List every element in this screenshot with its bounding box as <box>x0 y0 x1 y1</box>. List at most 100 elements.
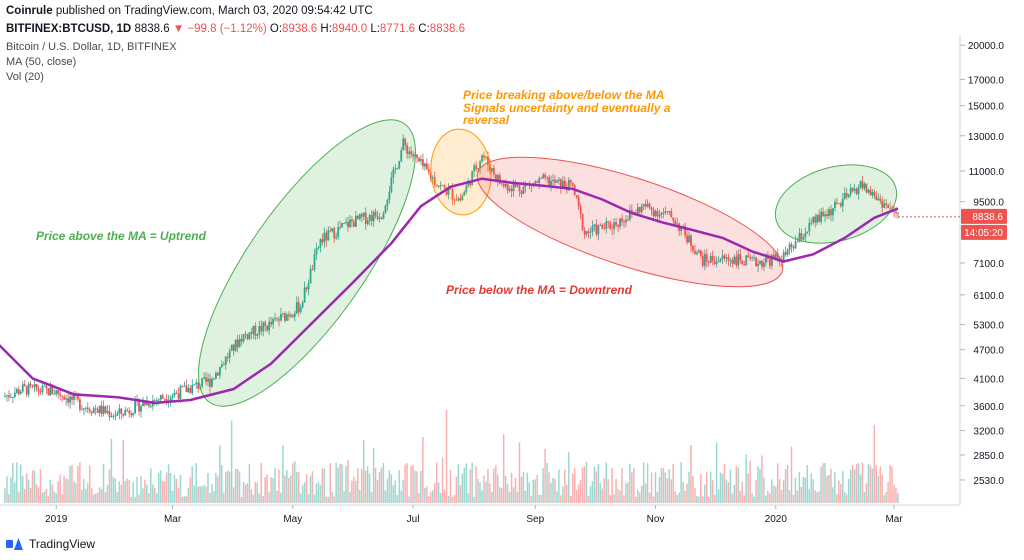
volume-bar <box>98 487 101 503</box>
volume-bar <box>796 490 799 503</box>
tradingview-logo[interactable]: TradingView <box>6 537 95 551</box>
candle-body <box>431 177 434 179</box>
candle-body <box>853 188 856 191</box>
volume-bar <box>323 468 326 503</box>
volume-bar <box>292 463 294 503</box>
candle-body <box>658 214 661 217</box>
candle-body <box>830 209 832 216</box>
volume-bar <box>29 487 32 503</box>
candle-body <box>307 283 310 290</box>
legend-ma[interactable]: MA (50, close) <box>6 56 77 68</box>
volume-bar <box>794 477 797 503</box>
candle-body <box>226 356 229 358</box>
volume-bar <box>548 472 550 503</box>
candle-body <box>366 220 369 225</box>
candle-body <box>362 212 365 217</box>
candle-body <box>155 400 158 401</box>
volume-bar <box>747 473 749 503</box>
candle-body <box>841 198 844 207</box>
candle-body <box>739 254 742 261</box>
volume-bar <box>374 467 377 503</box>
legend-vol[interactable]: Vol (20) <box>6 71 44 83</box>
close-label: C: <box>418 23 430 35</box>
candle-body <box>599 224 602 226</box>
candle-body <box>516 185 519 187</box>
volume-bar <box>329 463 331 503</box>
volume-bar <box>514 477 517 503</box>
legend-symbol[interactable]: Bitcoin / U.S. Dollar, 1D, BITFINEX <box>6 41 177 53</box>
candle-body <box>394 168 397 170</box>
candle-body <box>550 181 552 186</box>
candle-body <box>768 258 771 266</box>
volume-bar <box>784 469 787 503</box>
publisher-name[interactable]: Coinrule <box>6 5 53 17</box>
candle-body <box>278 319 280 321</box>
volume-bar <box>633 467 635 503</box>
volume-bar <box>757 466 759 503</box>
candle-body <box>305 287 308 290</box>
volume-bar <box>566 484 568 503</box>
volume-bar <box>498 487 501 503</box>
volume-bar <box>155 493 158 503</box>
candle-body <box>406 145 409 154</box>
candle-body <box>774 253 777 258</box>
publish-line: Coinrule published on TradingView.com, M… <box>6 2 706 20</box>
candle-body <box>538 178 541 183</box>
volume-bar <box>694 488 696 503</box>
volume-bar <box>339 463 341 503</box>
volume-bar <box>256 482 259 503</box>
candle-body <box>333 228 336 239</box>
candle-body <box>43 385 46 387</box>
candle-body <box>144 401 146 406</box>
volume-bar <box>512 487 515 503</box>
volume-bars <box>4 409 899 503</box>
volume-bar <box>788 490 791 503</box>
candle-body <box>828 209 830 217</box>
volume-bar <box>441 457 444 503</box>
volume-bar <box>266 474 268 503</box>
volume-bar <box>806 465 809 503</box>
volume-bar <box>268 492 270 503</box>
volume-bar <box>353 476 355 503</box>
candle-body <box>122 413 125 416</box>
volume-bar <box>635 496 637 503</box>
candle-body <box>776 253 779 258</box>
candle-body <box>597 225 600 235</box>
candle-body <box>351 219 353 222</box>
candle-body <box>254 325 257 336</box>
volume-bar <box>457 464 460 503</box>
candle-body <box>694 250 696 255</box>
volume-bar <box>416 471 418 503</box>
candle-body <box>65 398 68 400</box>
volume-bar <box>676 495 678 503</box>
volume-bar <box>690 444 692 503</box>
volume-bar <box>53 491 55 503</box>
volume-bar <box>613 494 615 503</box>
candle-body <box>149 406 152 407</box>
candle-body <box>772 255 775 258</box>
candle-body <box>272 318 274 325</box>
volume-bar <box>276 490 278 503</box>
candle-body <box>388 191 391 200</box>
candle-body <box>770 255 773 266</box>
candle-body <box>276 318 278 320</box>
volume-bar <box>435 462 438 503</box>
candle-body <box>575 195 578 197</box>
candle-body <box>159 395 162 400</box>
volume-bar <box>226 470 229 503</box>
candle-body <box>837 203 840 205</box>
candle-body <box>843 193 846 199</box>
candle-body <box>185 385 188 393</box>
close-value: 8838.6 <box>429 23 465 35</box>
candle-body <box>668 211 671 213</box>
volume-bar <box>851 465 854 503</box>
volume-bar <box>122 440 124 503</box>
candle-body <box>402 138 405 151</box>
candle-body <box>132 413 135 416</box>
candle-body <box>477 168 480 170</box>
candle-body <box>230 344 233 351</box>
volume-bar <box>410 465 412 503</box>
candle-body <box>453 199 456 201</box>
volume-bar <box>717 489 720 503</box>
volume-bar <box>767 490 769 503</box>
